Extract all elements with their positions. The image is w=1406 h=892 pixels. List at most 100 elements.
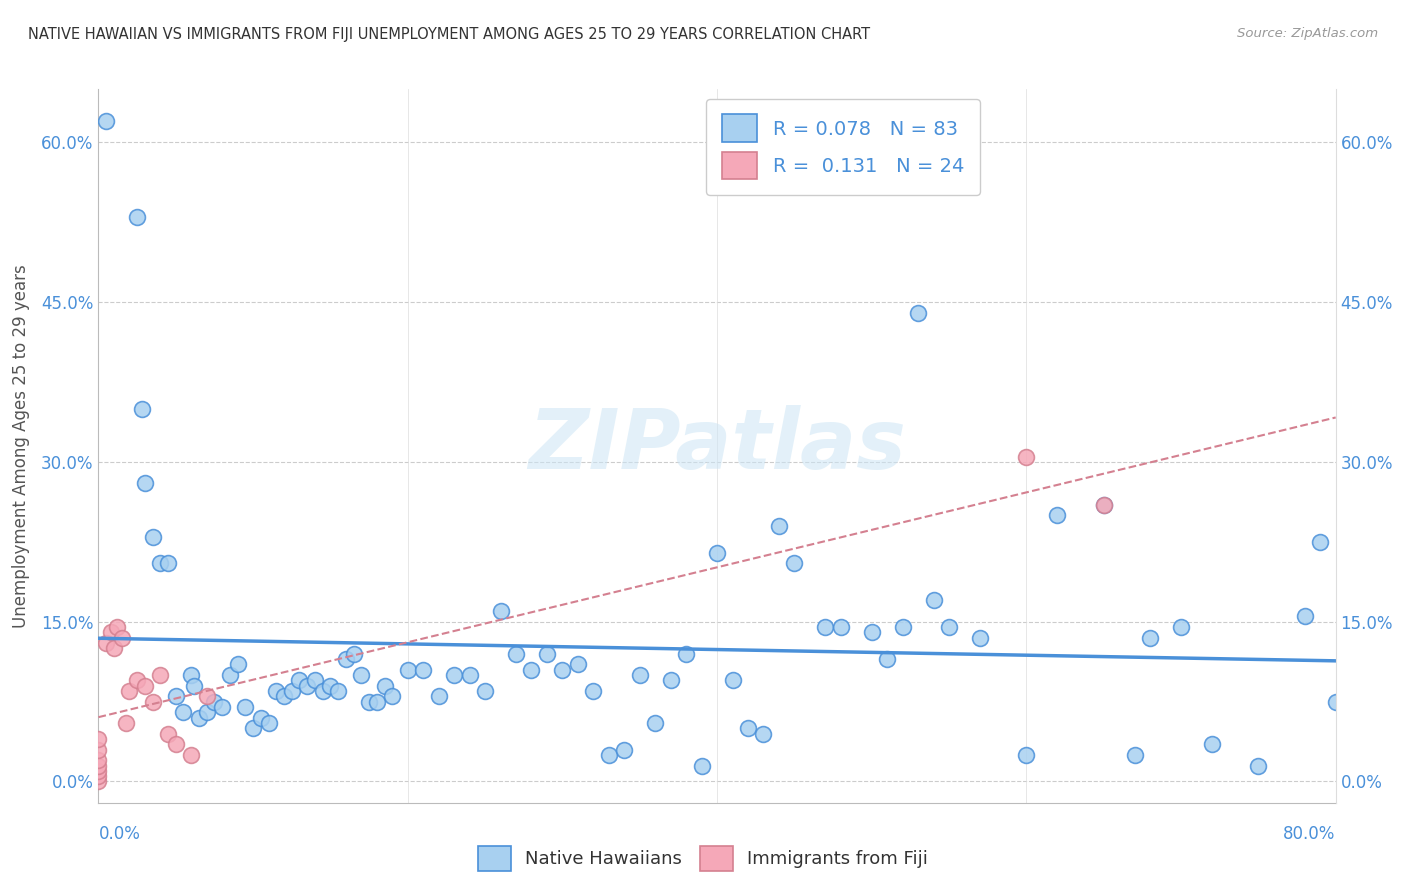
Point: [396, 663, 419, 677]
Point: [250, 710, 273, 724]
Point: [969, 631, 991, 645]
Point: [860, 625, 883, 640]
Point: [474, 684, 496, 698]
Point: [297, 679, 319, 693]
Point: [87, 731, 110, 746]
Point: [343, 647, 366, 661]
Point: [1015, 450, 1038, 464]
Point: [628, 668, 651, 682]
Point: [830, 620, 852, 634]
Point: [157, 726, 180, 740]
Point: [96, 636, 118, 650]
Point: [100, 625, 122, 640]
Point: [87, 742, 110, 756]
Text: 0.0%: 0.0%: [98, 825, 141, 843]
Point: [458, 668, 481, 682]
Point: [157, 556, 180, 570]
Point: [134, 476, 156, 491]
Point: [319, 679, 342, 693]
Point: [242, 721, 264, 735]
Point: [273, 690, 295, 704]
Point: [96, 114, 118, 128]
Point: [312, 684, 335, 698]
Point: [211, 700, 233, 714]
Point: [706, 545, 728, 559]
Point: [536, 647, 558, 661]
Point: [675, 647, 697, 661]
Point: [783, 556, 806, 570]
Point: [1324, 695, 1347, 709]
Point: [173, 706, 195, 720]
Point: [938, 620, 960, 634]
Text: 80.0%: 80.0%: [1284, 825, 1336, 843]
Point: [644, 715, 666, 730]
Point: [288, 673, 311, 688]
Point: [891, 620, 914, 634]
Point: [180, 668, 202, 682]
Point: [103, 641, 125, 656]
Point: [721, 673, 744, 688]
Point: [183, 679, 205, 693]
Point: [814, 620, 837, 634]
Legend: R = 0.078   N = 83, R =  0.131   N = 24: R = 0.078 N = 83, R = 0.131 N = 24: [706, 99, 980, 194]
Point: [1092, 498, 1115, 512]
Point: [127, 673, 149, 688]
Text: NATIVE HAWAIIAN VS IMMIGRANTS FROM FIJI UNEMPLOYMENT AMONG AGES 25 TO 29 YEARS C: NATIVE HAWAIIAN VS IMMIGRANTS FROM FIJI …: [28, 27, 870, 42]
Point: [127, 210, 149, 224]
Point: [489, 604, 512, 618]
Point: [1170, 620, 1192, 634]
Point: [1247, 758, 1270, 772]
Legend: Native Hawaiians, Immigrants from Fiji: Native Hawaiians, Immigrants from Fiji: [471, 838, 935, 879]
Point: [412, 663, 434, 677]
Point: [266, 684, 288, 698]
Point: [737, 721, 759, 735]
Point: [118, 684, 141, 698]
Point: [149, 668, 172, 682]
Point: [1309, 534, 1331, 549]
Point: [131, 401, 153, 416]
Point: [359, 695, 381, 709]
Point: [1046, 508, 1069, 523]
Point: [690, 758, 713, 772]
Point: [582, 684, 605, 698]
Point: [1139, 631, 1161, 645]
Point: [350, 668, 373, 682]
Point: [134, 679, 156, 693]
Text: Source: ZipAtlas.com: Source: ZipAtlas.com: [1237, 27, 1378, 40]
Point: [505, 647, 527, 661]
Point: [204, 695, 226, 709]
Point: [87, 769, 110, 783]
Point: [111, 631, 134, 645]
Point: [598, 747, 620, 762]
Text: ZIPatlas: ZIPatlas: [529, 406, 905, 486]
Point: [226, 657, 249, 672]
Point: [188, 710, 211, 724]
Point: [326, 684, 350, 698]
Point: [115, 715, 138, 730]
Y-axis label: Unemployment Among Ages 25 to 29 years: Unemployment Among Ages 25 to 29 years: [11, 264, 30, 628]
Point: [907, 306, 929, 320]
Point: [180, 747, 202, 762]
Point: [142, 695, 165, 709]
Point: [105, 620, 128, 634]
Point: [567, 657, 589, 672]
Point: [613, 742, 636, 756]
Point: [1123, 747, 1146, 762]
Point: [87, 774, 110, 789]
Point: [195, 706, 218, 720]
Point: [1201, 737, 1223, 751]
Point: [281, 684, 304, 698]
Point: [922, 593, 945, 607]
Point: [366, 695, 388, 709]
Point: [195, 690, 218, 704]
Point: [219, 668, 242, 682]
Point: [335, 652, 357, 666]
Point: [149, 556, 172, 570]
Point: [304, 673, 326, 688]
Point: [374, 679, 396, 693]
Point: [87, 764, 110, 778]
Point: [520, 663, 543, 677]
Point: [165, 737, 187, 751]
Point: [427, 690, 450, 704]
Point: [1015, 747, 1038, 762]
